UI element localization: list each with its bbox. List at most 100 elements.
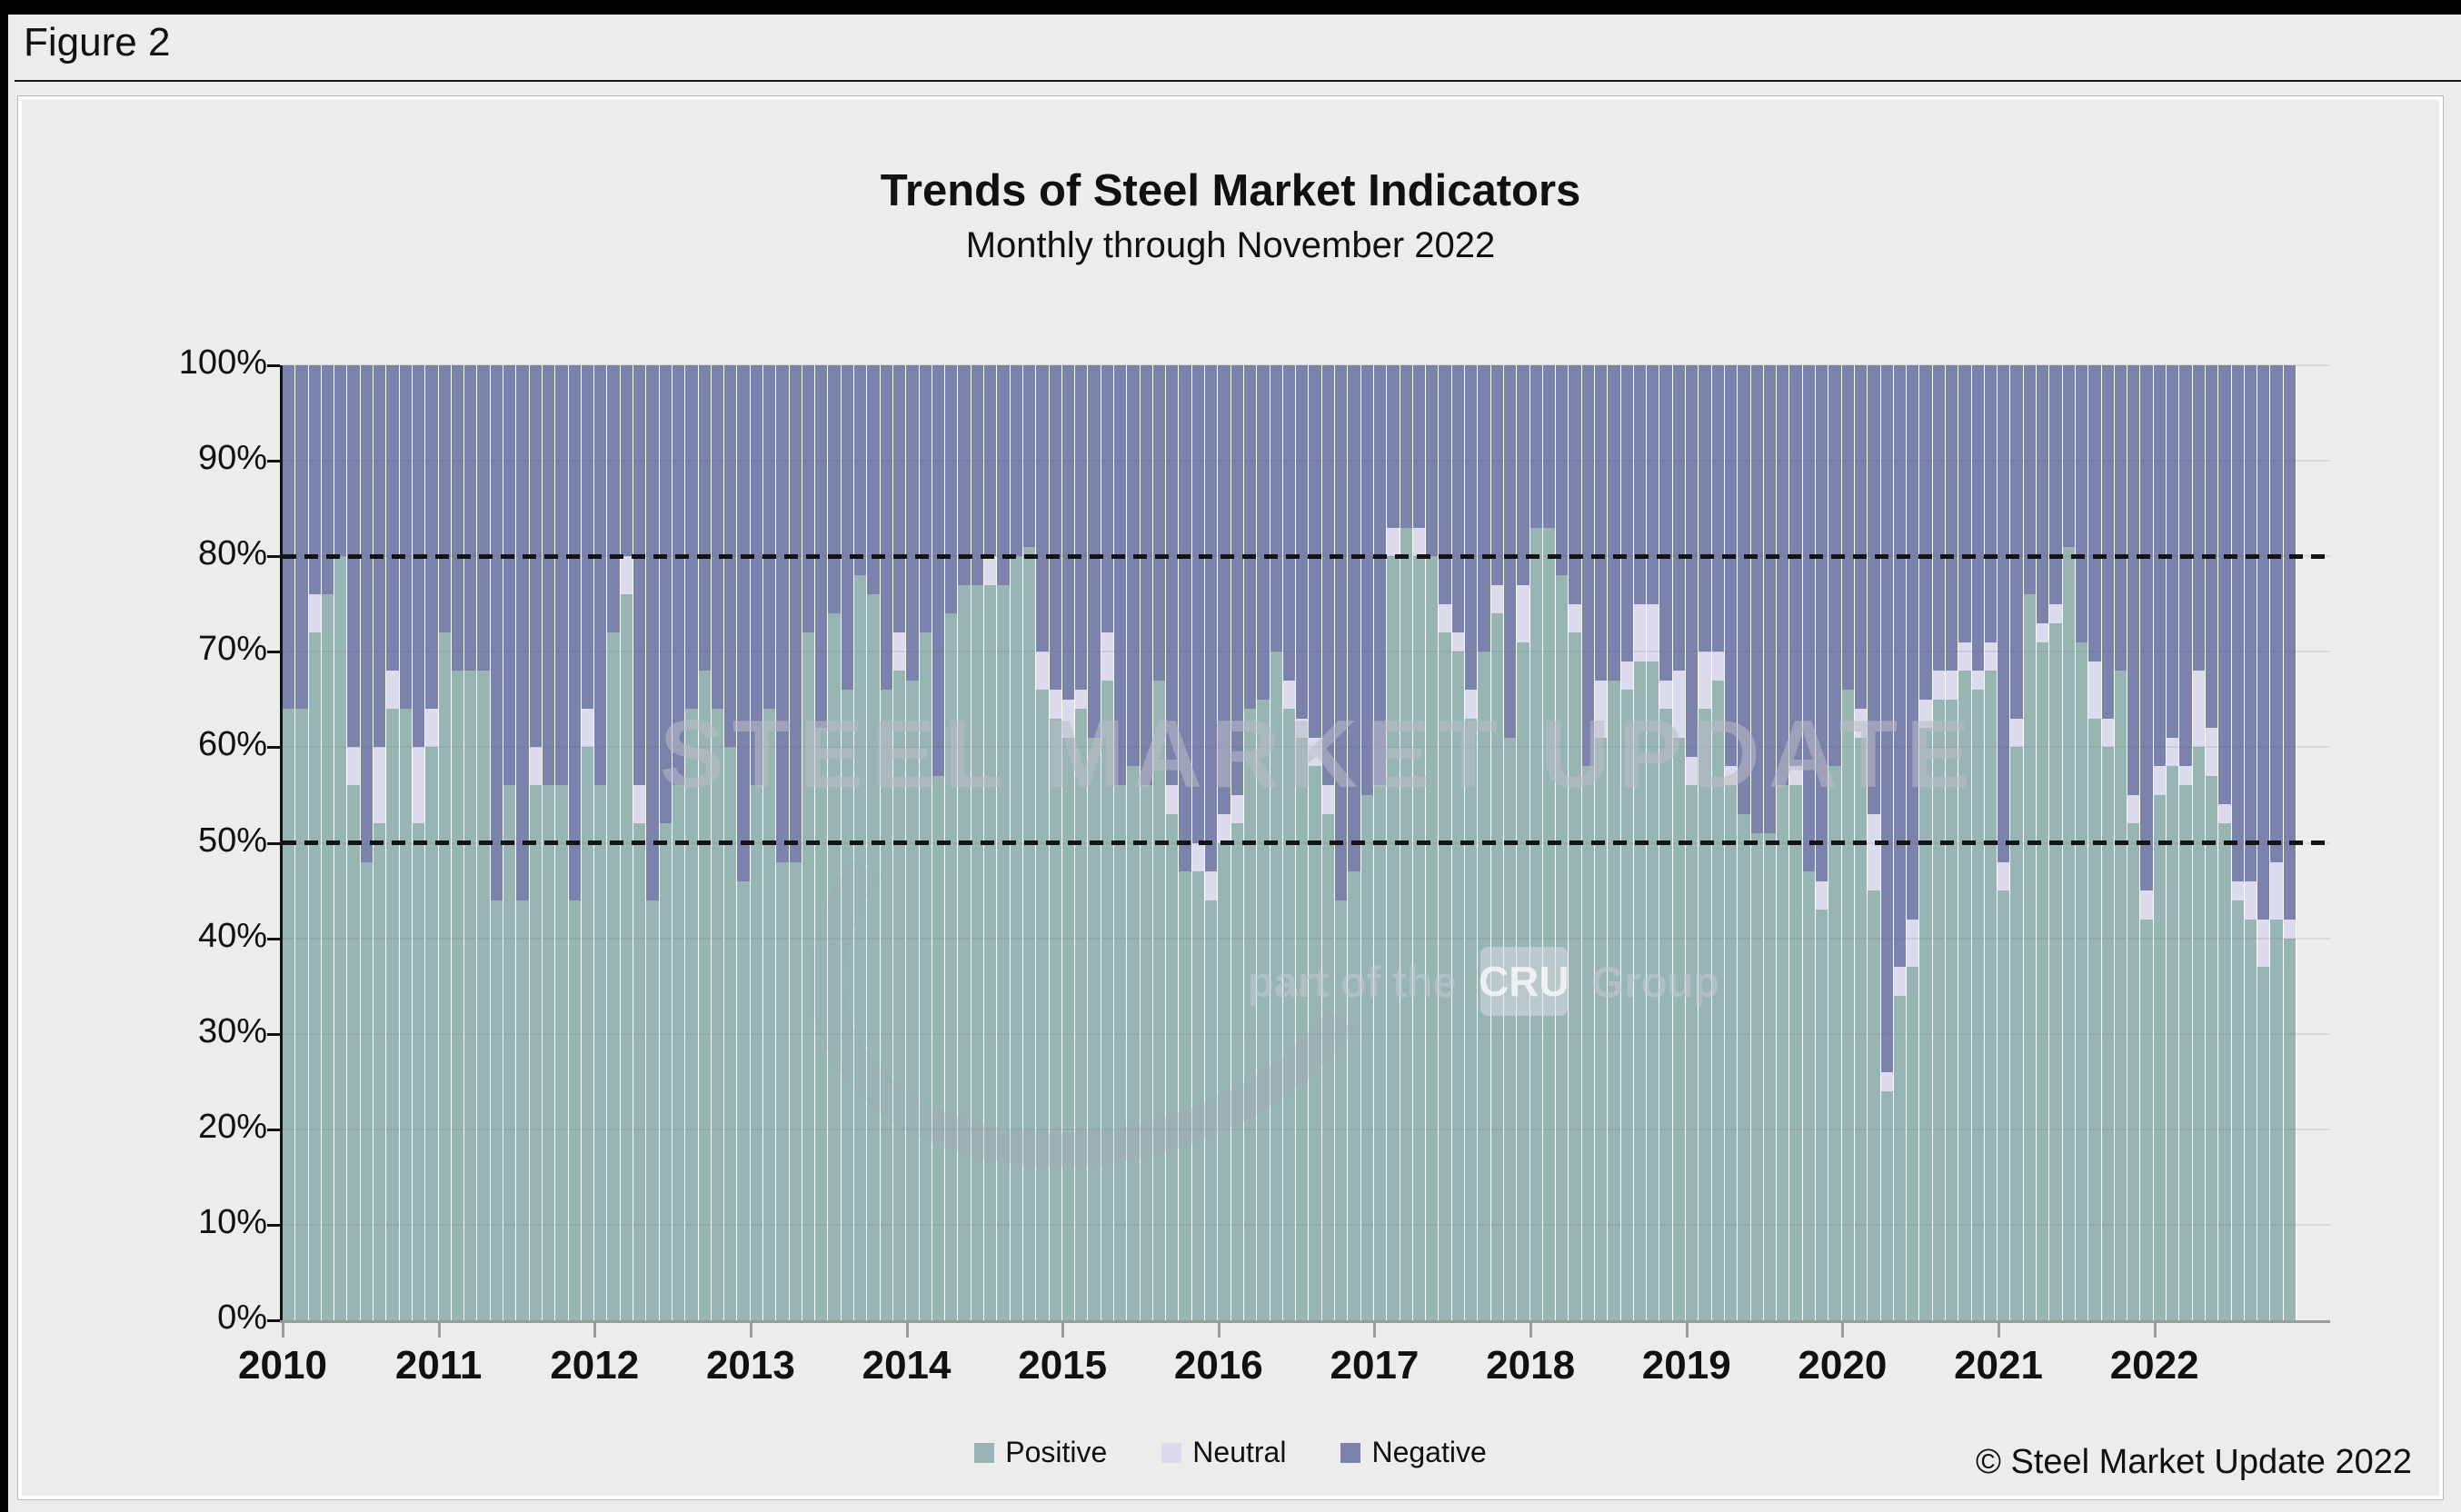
segment-neutral <box>1296 718 1309 738</box>
segment-negative <box>1711 365 1724 652</box>
segment-neutral <box>2231 880 2244 900</box>
segment-positive <box>1581 766 1594 1320</box>
segment-neutral <box>1490 584 1503 614</box>
y-tick-90% <box>267 460 280 463</box>
segment-positive <box>932 775 945 1320</box>
segment-positive <box>1010 556 1022 1320</box>
segment-negative <box>2010 365 2023 719</box>
segment-negative <box>685 365 698 710</box>
watermark-part-of-the: part of the <box>1248 957 1457 1006</box>
segment-negative <box>776 365 789 862</box>
segment-negative <box>971 365 984 585</box>
segment-neutral <box>1672 671 1686 738</box>
bar-month-125 <box>1907 365 1920 1320</box>
legend: Positive Neutral Negative <box>22 1436 2439 1469</box>
segment-negative <box>516 365 529 900</box>
segment-negative <box>1075 365 1088 691</box>
segment-negative <box>1971 365 1984 671</box>
segment-positive <box>1971 690 1984 1320</box>
x-tick-2015 <box>1061 1323 1065 1338</box>
segment-positive <box>880 690 892 1320</box>
segment-negative <box>1230 365 1243 795</box>
bar-month-56 <box>1010 365 1023 1320</box>
segment-negative <box>1451 365 1465 633</box>
segment-negative <box>841 365 854 691</box>
segment-negative <box>1426 365 1439 557</box>
y-axis-label-20%: 20% <box>197 1107 267 1146</box>
segment-positive <box>360 861 374 1320</box>
segment-positive <box>1075 709 1088 1320</box>
bar-month-78 <box>1296 365 1310 1320</box>
segment-negative <box>1465 365 1478 691</box>
x-tick-2016 <box>1217 1323 1221 1338</box>
segment-negative <box>633 365 646 786</box>
segment-positive <box>659 823 672 1320</box>
y-tick-80% <box>267 555 280 559</box>
segment-negative <box>1296 365 1309 719</box>
x-tick-2010 <box>282 1323 284 1338</box>
segment-positive <box>1036 690 1049 1320</box>
segment-positive <box>724 747 737 1320</box>
segment-positive <box>1620 690 1633 1320</box>
segment-neutral <box>1633 603 1647 662</box>
segment-neutral <box>2179 766 2192 786</box>
x-axis-label-2021: 2021 <box>1954 1343 2043 1388</box>
reference-line-80pct <box>283 553 2330 559</box>
x-tick-2011 <box>437 1323 441 1338</box>
segment-neutral <box>1205 871 1218 900</box>
x-axis-label-2012: 2012 <box>550 1343 640 1388</box>
chart-title: Trends of Steel Market Indicators <box>880 166 1581 215</box>
segment-positive <box>919 632 932 1320</box>
segment-negative <box>1400 365 1412 528</box>
segment-negative <box>295 365 308 710</box>
segment-positive <box>1750 833 1763 1320</box>
segment-positive <box>2062 546 2075 1320</box>
segment-negative <box>542 365 555 786</box>
segment-positive <box>750 785 762 1320</box>
segment-positive <box>1309 766 1321 1320</box>
y-axis-label-100%: 100% <box>178 343 267 382</box>
y-axis-line <box>280 365 283 1323</box>
bar-month-103 <box>1620 365 1634 1320</box>
segment-negative <box>2127 365 2140 795</box>
segment-neutral <box>2140 890 2153 920</box>
segment-positive <box>1205 900 1218 1320</box>
segment-negative <box>2114 365 2127 671</box>
segment-neutral <box>1465 690 1478 719</box>
segment-positive <box>425 747 438 1320</box>
segment-negative <box>1738 365 1750 814</box>
segment-negative <box>1529 365 1542 528</box>
segment-negative <box>867 365 880 595</box>
segment-negative <box>1542 365 1556 528</box>
segment-neutral <box>1061 699 1075 738</box>
segment-neutral <box>1958 642 1971 671</box>
segment-neutral <box>1789 766 1802 786</box>
gridline-90% <box>283 460 2330 463</box>
x-tick-2019 <box>1685 1323 1689 1338</box>
gridline-60% <box>283 746 2330 749</box>
segment-positive <box>633 823 646 1320</box>
segment-positive <box>1439 632 1451 1320</box>
segment-negative <box>1802 365 1816 872</box>
window-top-border <box>0 0 2461 15</box>
segment-positive <box>490 900 503 1320</box>
segment-negative <box>334 365 347 557</box>
segment-neutral <box>1620 661 1633 691</box>
gridline-30% <box>283 1032 2330 1035</box>
bar-month-8 <box>386 365 400 1320</box>
y-tick-20% <box>267 1128 280 1131</box>
segment-positive <box>828 613 841 1320</box>
segment-negative <box>1998 365 2010 862</box>
segment-neutral <box>529 747 542 786</box>
bar-month-64 <box>1114 365 1128 1320</box>
neutral-swatch-icon <box>1161 1442 1182 1463</box>
segment-neutral <box>984 556 997 585</box>
segment-negative <box>620 365 633 557</box>
segment-positive <box>1061 737 1075 1320</box>
segment-positive <box>1711 680 1724 1320</box>
x-tick-2020 <box>1841 1323 1845 1338</box>
segment-neutral <box>1647 603 1659 662</box>
segment-negative <box>892 365 906 633</box>
segment-positive <box>2270 919 2283 1320</box>
segment-positive <box>892 671 906 1320</box>
